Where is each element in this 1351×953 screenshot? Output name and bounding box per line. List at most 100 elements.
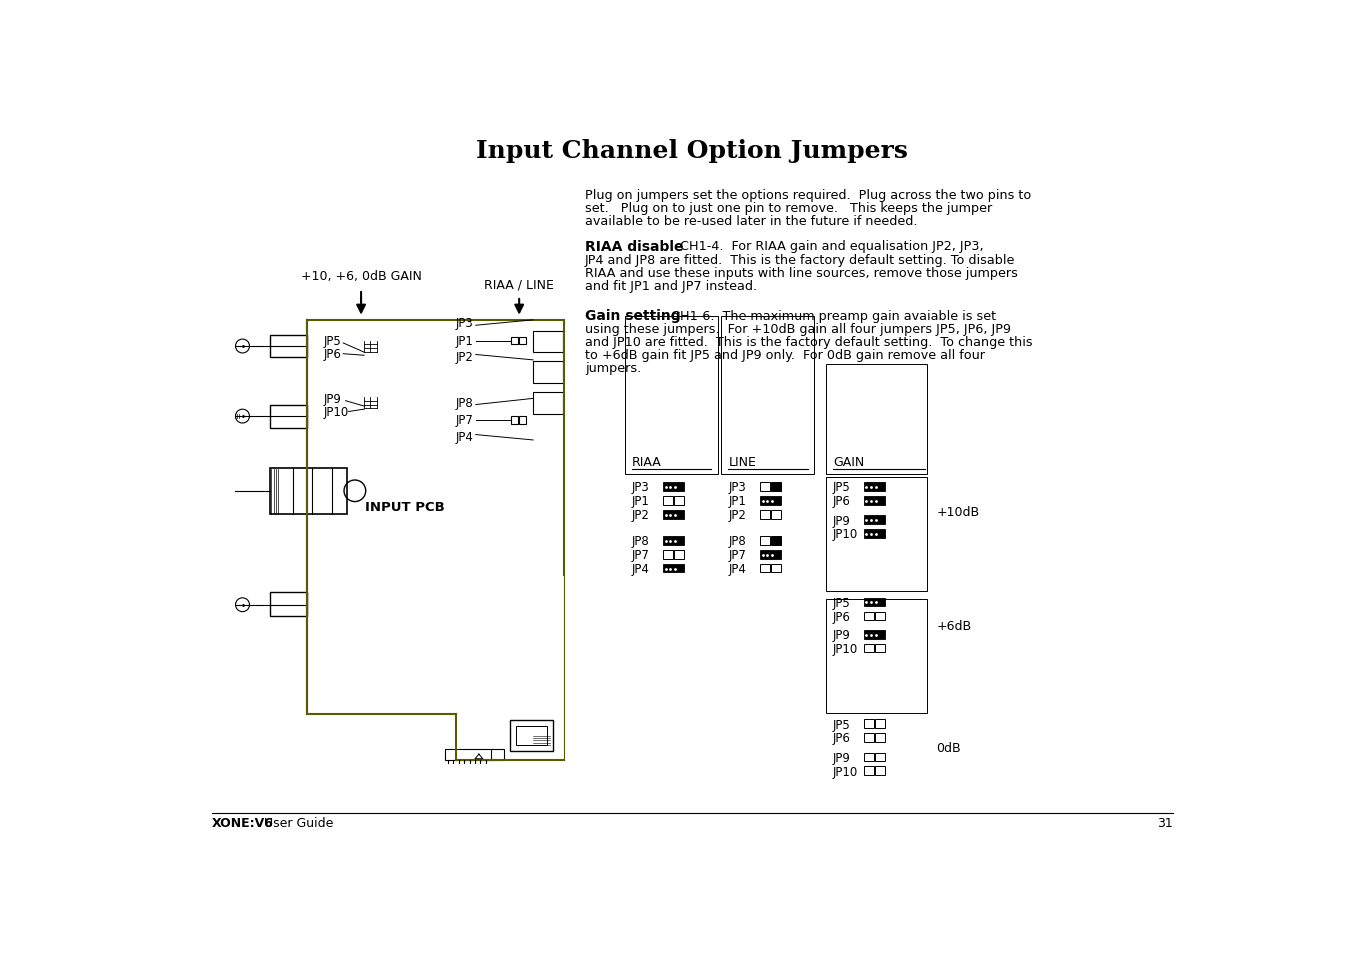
Bar xyxy=(865,734,874,742)
Text: Input Channel Option Jumpers: Input Channel Option Jumpers xyxy=(476,139,908,163)
Bar xyxy=(771,537,781,545)
Bar xyxy=(663,564,684,573)
Bar xyxy=(512,337,519,345)
Text: JP10: JP10 xyxy=(834,764,858,778)
Bar xyxy=(825,598,927,713)
Bar xyxy=(516,726,547,745)
Bar xyxy=(761,483,770,491)
Text: JP2: JP2 xyxy=(455,351,473,364)
Text: RIAA and use these inputs with line sources, remove those jumpers: RIAA and use these inputs with line sour… xyxy=(585,266,1017,279)
Text: RIAA / LINE: RIAA / LINE xyxy=(484,278,554,292)
Text: set.   Plug on to just one pin to remove.   This keeps the jumper: set. Plug on to just one pin to remove. … xyxy=(585,202,992,214)
Bar xyxy=(270,405,307,428)
Text: Gain setting: Gain setting xyxy=(585,309,681,323)
Text: JP3: JP3 xyxy=(631,481,650,494)
Text: JP9: JP9 xyxy=(834,629,851,641)
Bar xyxy=(875,734,885,742)
Text: JP2: JP2 xyxy=(631,509,650,521)
Bar xyxy=(875,612,885,620)
Text: JP6: JP6 xyxy=(834,495,851,508)
Text: JP9: JP9 xyxy=(834,751,851,764)
Text: JP2: JP2 xyxy=(728,509,746,521)
Text: JP7: JP7 xyxy=(455,414,473,427)
Bar xyxy=(865,530,885,538)
Bar xyxy=(875,720,885,728)
Bar xyxy=(534,393,562,415)
Bar xyxy=(519,416,526,424)
Bar xyxy=(270,335,307,357)
Text: JP5: JP5 xyxy=(324,335,342,348)
Bar xyxy=(270,593,307,616)
Bar xyxy=(624,316,717,475)
Text: GAIN: GAIN xyxy=(834,456,865,469)
Text: JP10: JP10 xyxy=(834,528,858,541)
Text: +10, +6, 0dB GAIN: +10, +6, 0dB GAIN xyxy=(301,270,422,282)
Text: and JP10 are fitted.  This is the factory default setting.  To change this: and JP10 are fitted. This is the factory… xyxy=(585,335,1032,349)
Text: JP1: JP1 xyxy=(455,335,473,348)
Bar xyxy=(761,564,770,573)
Text: JP1: JP1 xyxy=(728,495,746,508)
Text: JP7: JP7 xyxy=(728,549,746,561)
Bar xyxy=(865,631,885,639)
Bar xyxy=(663,537,684,545)
Text: to +6dB gain fit JP5 and JP9 only.  For 0dB gain remove all four: to +6dB gain fit JP5 and JP9 only. For 0… xyxy=(585,349,985,361)
Bar xyxy=(761,551,781,559)
Text: CH1-4.  For RIAA gain and equalisation JP2, JP3,: CH1-4. For RIAA gain and equalisation JP… xyxy=(671,240,984,253)
Bar xyxy=(674,497,684,505)
Text: CH1-6.  The maximum preamp gain avaiable is set: CH1-6. The maximum preamp gain avaiable … xyxy=(662,310,996,322)
Bar xyxy=(865,612,874,620)
Text: 0dB: 0dB xyxy=(936,740,961,754)
Bar xyxy=(865,644,874,653)
Text: XONE:V6: XONE:V6 xyxy=(212,817,273,829)
Bar xyxy=(865,497,885,505)
Text: Plug on jumpers set the options required.  Plug across the two pins to: Plug on jumpers set the options required… xyxy=(585,189,1031,202)
Bar xyxy=(512,416,519,424)
Text: JP8: JP8 xyxy=(631,535,650,548)
Bar xyxy=(534,362,562,383)
Text: JP4: JP4 xyxy=(631,562,650,576)
Bar xyxy=(490,749,504,760)
Bar xyxy=(674,551,684,559)
Text: JP10: JP10 xyxy=(834,642,858,656)
Text: User Guide: User Guide xyxy=(259,817,332,829)
Text: JP1: JP1 xyxy=(631,495,650,508)
Text: JP5: JP5 xyxy=(834,597,851,609)
Text: JP8: JP8 xyxy=(455,396,473,409)
Bar xyxy=(865,766,874,775)
Text: available to be re-used later in the future if needed.: available to be re-used later in the fut… xyxy=(585,214,917,228)
Bar xyxy=(663,497,673,505)
Bar xyxy=(444,749,493,760)
Text: JP6: JP6 xyxy=(324,348,342,361)
Text: jumpers.: jumpers. xyxy=(585,362,642,375)
Text: JP6: JP6 xyxy=(834,610,851,623)
Text: using these jumpers.  For +10dB gain all four jumpers JP5, JP6, JP9: using these jumpers. For +10dB gain all … xyxy=(585,322,1011,335)
Text: JP5: JP5 xyxy=(834,481,851,494)
Text: JP5: JP5 xyxy=(834,718,851,731)
Bar xyxy=(761,537,770,545)
Bar xyxy=(865,483,885,491)
Bar xyxy=(534,332,562,353)
Bar xyxy=(825,477,927,591)
Text: +6dB: +6dB xyxy=(936,619,971,633)
Text: JP8: JP8 xyxy=(728,535,746,548)
Text: JP6: JP6 xyxy=(834,732,851,744)
Text: RIAA: RIAA xyxy=(631,456,661,469)
Bar xyxy=(875,753,885,761)
Bar xyxy=(509,720,553,751)
Bar xyxy=(865,516,885,524)
Bar xyxy=(761,497,781,505)
Text: JP10: JP10 xyxy=(324,406,349,418)
Bar xyxy=(875,644,885,653)
Bar xyxy=(761,511,770,519)
Bar xyxy=(865,720,874,728)
Bar xyxy=(519,337,526,345)
Text: JP4: JP4 xyxy=(728,562,746,576)
Bar xyxy=(771,564,781,573)
Bar xyxy=(825,364,927,475)
Text: JP4: JP4 xyxy=(455,431,473,444)
Text: RIAA disable: RIAA disable xyxy=(585,239,684,253)
Bar xyxy=(875,766,885,775)
Bar xyxy=(663,483,684,491)
Text: JP9: JP9 xyxy=(834,514,851,527)
Text: JP7: JP7 xyxy=(631,549,650,561)
